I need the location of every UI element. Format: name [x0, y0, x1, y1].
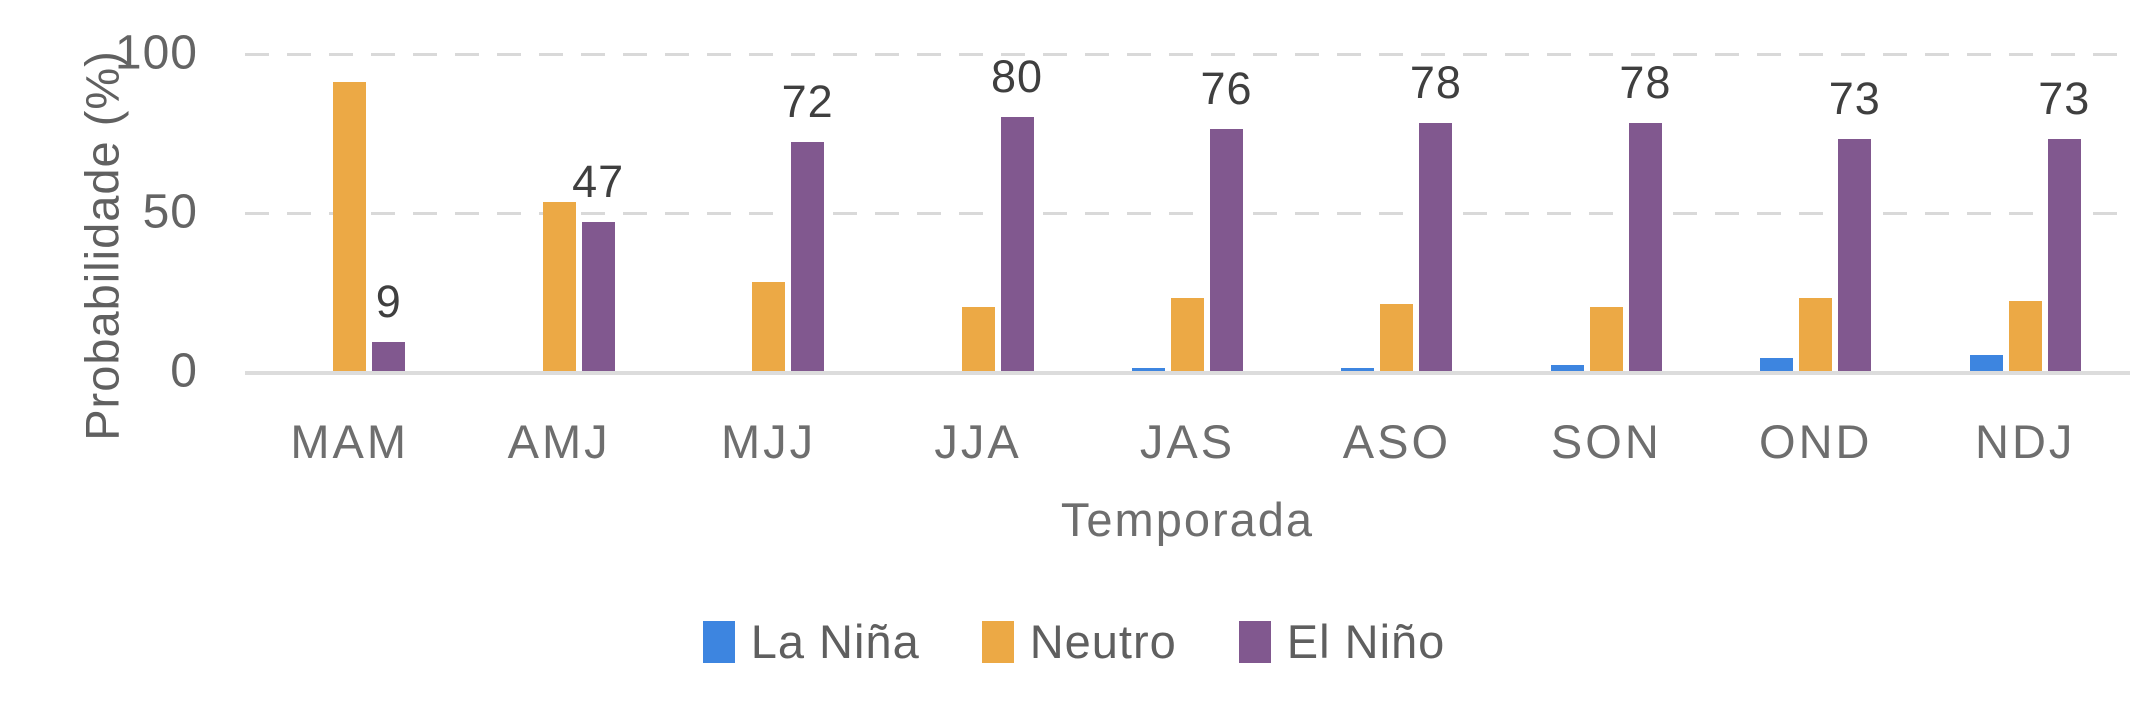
bar-neutro-amj — [542, 202, 576, 371]
bar-slot — [1131, 53, 1165, 371]
bar-slot — [1589, 53, 1623, 371]
data-label-amj: 47 — [572, 156, 625, 207]
bar-slot: 78 — [1619, 53, 1670, 371]
bar-slot — [542, 53, 576, 371]
bar-group-mam: 9 — [294, 53, 406, 371]
bar-slot — [923, 53, 956, 371]
bar-slot: 73 — [2038, 53, 2089, 371]
bar-el-niño-mam — [372, 342, 406, 371]
legend-label: El Niño — [1286, 615, 1446, 668]
bar-slot — [294, 53, 327, 371]
x-axis-ticks: MAM AMJ MJJ JJA JAS ASO SON OND NDJ — [245, 414, 2130, 469]
data-label-jas: 76 — [1200, 63, 1253, 114]
bar-el-niño-jja — [1000, 117, 1034, 371]
bar-neutro-ndj — [2008, 301, 2042, 371]
x-axis-title: Temporada — [1060, 493, 1315, 546]
legend-item-la-niña: La Niña — [702, 614, 920, 669]
bar-slot: 73 — [1829, 53, 1880, 371]
bar-el-niño-son — [1628, 123, 1662, 371]
bar-slot: 9 — [372, 53, 406, 371]
data-label-mjj: 72 — [781, 76, 834, 127]
bar-group-aso: 78 — [1341, 53, 1461, 371]
bar-group-son: 78 — [1550, 53, 1670, 371]
x-tick-amj: AMJ — [507, 415, 611, 468]
gridline-100 — [245, 53, 2130, 56]
data-label-mam: 9 — [375, 276, 402, 327]
y-tick-100: 100 — [114, 26, 198, 80]
data-label-son: 78 — [1619, 57, 1672, 108]
bar-slot: 47 — [572, 53, 623, 371]
bar-slot: 80 — [991, 51, 1042, 371]
x-tick-mjj: MJJ — [721, 415, 817, 468]
bar-slot: 72 — [782, 53, 833, 371]
legend-item-el-niño: El Niño — [1238, 614, 1446, 669]
bar-la-niña-son — [1550, 365, 1584, 371]
bar-slot — [1799, 53, 1833, 371]
bar-la-niña-aso — [1341, 368, 1375, 371]
bar-neutro-ond — [1799, 298, 1833, 371]
legend: La Niña Neutro El Niño — [0, 614, 2148, 669]
bar-la-niña-ndj — [1969, 355, 2003, 371]
bar-slot — [1550, 53, 1584, 371]
bar-el-niño-ndj — [2047, 139, 2081, 371]
x-tick-jja: JJA — [934, 415, 1022, 468]
x-tick-jas: JAS — [1139, 415, 1236, 468]
legend-label: Neutro — [1029, 615, 1177, 668]
bar-el-niño-aso — [1419, 123, 1453, 371]
bar-slot — [1380, 53, 1414, 371]
bar-group-jas: 76 — [1131, 53, 1251, 371]
bar-slot: 76 — [1200, 53, 1251, 371]
bar-group-mjj: 72 — [713, 53, 833, 371]
bar-slot — [752, 53, 786, 371]
bar-la-niña-jas — [1131, 368, 1165, 371]
bar-el-niño-amj — [581, 222, 615, 371]
bar-neutro-jja — [961, 307, 995, 371]
bar-group-jja: 80 — [923, 51, 1042, 371]
bar-slot — [1969, 53, 2003, 371]
legend-label: La Niña — [750, 615, 920, 668]
legend-swatch-icon — [1238, 620, 1271, 663]
bar-slot — [1341, 53, 1375, 371]
bar-group-amj: 47 — [504, 53, 623, 371]
y-tick-50: 50 — [142, 185, 198, 239]
data-label-ndj: 73 — [2038, 73, 2091, 124]
bar-slot: 78 — [1410, 53, 1461, 371]
data-label-ond: 73 — [1828, 73, 1881, 124]
bar-slot — [961, 53, 995, 371]
bar-neutro-jas — [1170, 298, 1204, 371]
x-axis-baseline — [245, 371, 2130, 375]
bar-el-niño-ond — [1838, 139, 1872, 371]
bar-neutro-son — [1589, 307, 1623, 371]
bar-neutro-mam — [333, 82, 367, 371]
y-axis-title: Probabilidade (%) — [75, 50, 129, 441]
bar-slot — [713, 53, 746, 371]
x-tick-ndj: NDJ — [1975, 415, 2076, 468]
x-tick-mam: MAM — [290, 415, 410, 468]
y-tick-0: 0 — [170, 344, 198, 398]
legend-swatch-icon — [981, 620, 1014, 663]
data-label-aso: 78 — [1409, 57, 1462, 108]
legend-item-neutro: Neutro — [981, 614, 1177, 669]
x-tick-ond: OND — [1759, 415, 1873, 468]
bar-el-niño-jas — [1209, 129, 1243, 371]
bar-group-ond: 73 — [1760, 53, 1880, 371]
bar-slot — [1170, 53, 1204, 371]
bar-slot — [504, 53, 537, 371]
bar-groups: 9 47 72 80 76 78 78 73 73 — [245, 51, 2130, 371]
gridline-50 — [245, 212, 2130, 215]
bar-la-niña-ond — [1760, 358, 1794, 371]
bar-group-ndj: 73 — [1969, 53, 2089, 371]
bar-neutro-mjj — [752, 282, 786, 371]
bar-slot — [2008, 53, 2042, 371]
bar-slot — [1760, 53, 1794, 371]
bar-neutro-aso — [1380, 304, 1414, 371]
x-tick-aso: ASO — [1342, 415, 1452, 468]
bar-el-niño-mjj — [791, 142, 825, 371]
x-tick-son: SON — [1550, 415, 1662, 468]
data-label-jja: 80 — [991, 51, 1044, 102]
bar-slot — [333, 53, 367, 371]
legend-swatch-icon — [702, 620, 735, 663]
plot-area: 9 47 72 80 76 78 78 73 73 — [245, 51, 2130, 375]
